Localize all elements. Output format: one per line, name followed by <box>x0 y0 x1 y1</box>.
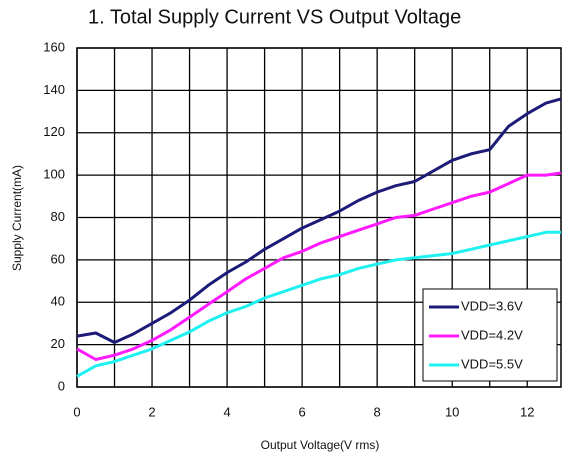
legend-label: VDD=3.6V <box>461 298 523 313</box>
y-tick-label: 100 <box>43 167 65 182</box>
chart-title: 1. Total Supply Current VS Output Voltag… <box>88 6 461 28</box>
y-tick-label: 0 <box>58 378 65 393</box>
series-line <box>76 171 562 361</box>
y-tick-label: 120 <box>43 124 65 139</box>
x-tick-label: 2 <box>148 404 155 419</box>
y-tick-label: 140 <box>43 82 65 97</box>
series-line <box>76 97 562 344</box>
x-axis-label: Output Voltage(V rms) <box>261 438 380 452</box>
y-tick-label: 160 <box>43 39 65 54</box>
legend-label: VDD=5.5V <box>461 356 523 371</box>
x-tick-label: 4 <box>223 404 230 419</box>
x-tick-label: 0 <box>73 404 80 419</box>
y-tick-label: 80 <box>51 209 65 224</box>
x-tick-label: 6 <box>298 404 305 419</box>
y-tick-label: 20 <box>51 336 65 351</box>
legend-label: VDD=4.2V <box>461 327 523 342</box>
plot-frame <box>76 47 562 388</box>
x-tick-label: 12 <box>520 404 534 419</box>
x-tick-label: 8 <box>374 404 381 419</box>
y-axis-label: Supply Current(mA) <box>10 165 24 271</box>
x-tick-label: 10 <box>445 404 459 419</box>
series-line <box>76 230 561 378</box>
y-tick-label: 40 <box>51 294 65 309</box>
y-tick-label: 60 <box>51 251 65 266</box>
